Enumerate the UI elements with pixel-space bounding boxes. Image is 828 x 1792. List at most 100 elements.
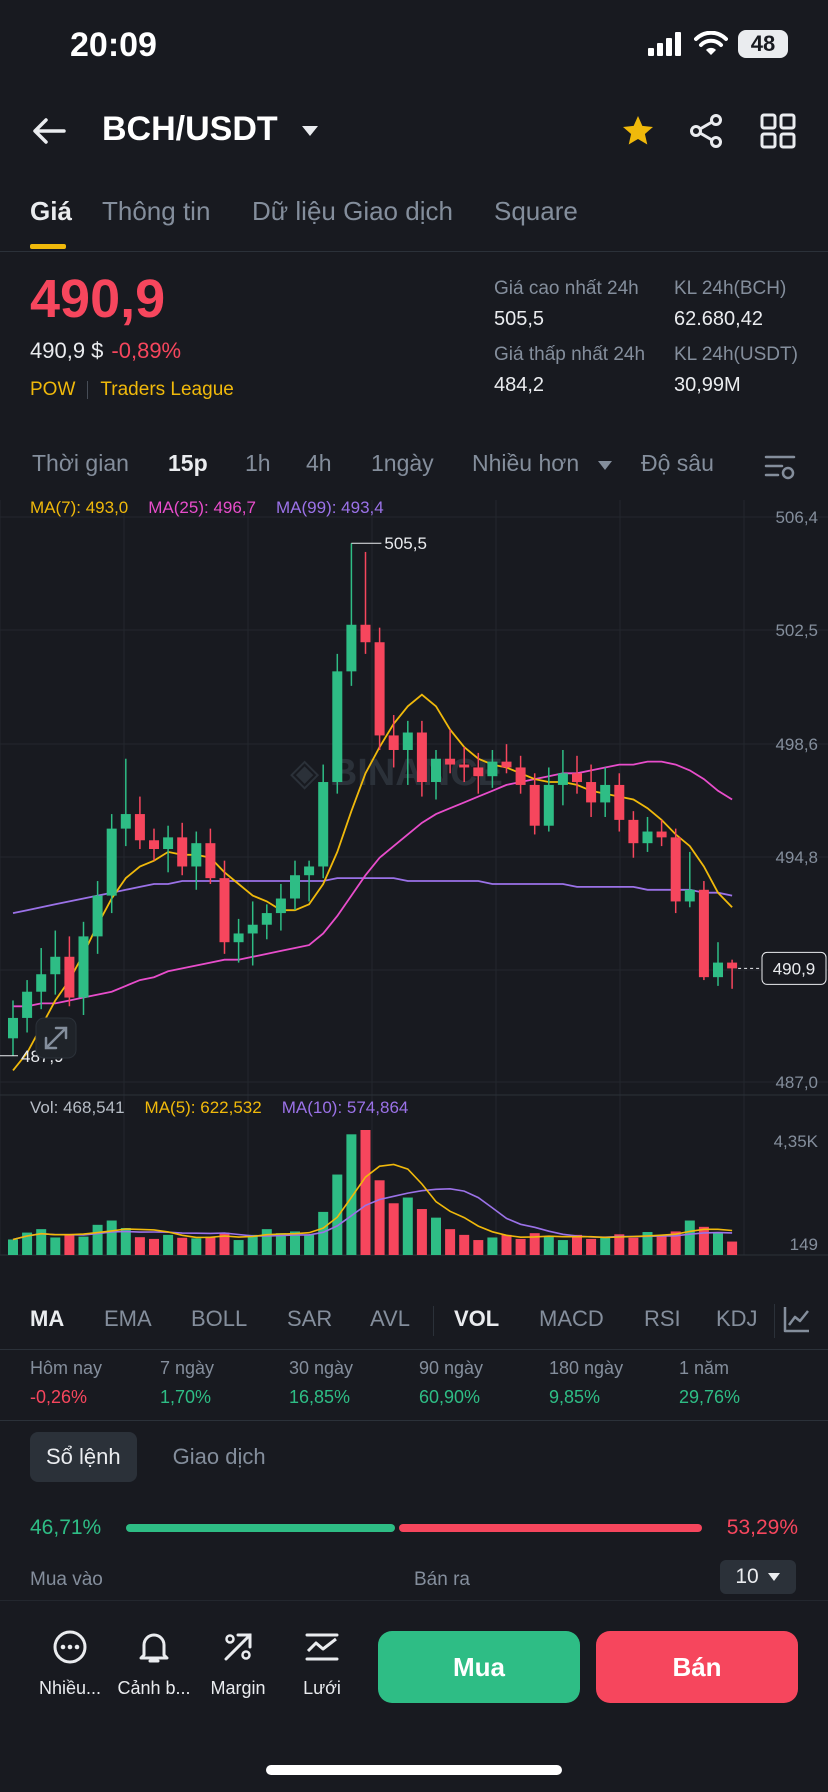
tab-info[interactable]: Thông tin bbox=[102, 196, 211, 226]
candle-body bbox=[656, 831, 667, 838]
candle-body bbox=[684, 889, 695, 902]
volume-bar bbox=[557, 1240, 568, 1255]
candle-body bbox=[727, 962, 738, 969]
ind-kdj[interactable]: KDJ bbox=[716, 1306, 758, 1331]
ind-ma[interactable]: MA bbox=[30, 1306, 65, 1331]
volume-bar bbox=[459, 1234, 470, 1255]
candle-body bbox=[416, 732, 427, 783]
battery-icon: 48 bbox=[738, 30, 788, 58]
indicator-settings-icon[interactable] bbox=[782, 1304, 812, 1334]
vol-ma5-legend: MA(5): 622,532 bbox=[144, 1098, 262, 1117]
ind-boll[interactable]: BOLL bbox=[191, 1306, 248, 1331]
candle-body bbox=[205, 843, 216, 879]
chevron-down-icon[interactable] bbox=[300, 124, 320, 138]
price-axis-label: 502,5 bbox=[775, 621, 818, 640]
more-chevron-icon[interactable] bbox=[597, 460, 613, 471]
candle-body bbox=[50, 956, 61, 975]
candle-body bbox=[487, 761, 498, 777]
price-axis-label: 494,8 bbox=[775, 848, 818, 867]
volume-bar bbox=[572, 1234, 582, 1255]
perf-value: 16,85% bbox=[289, 1387, 351, 1407]
volume-bar bbox=[332, 1174, 343, 1255]
ind-avl[interactable]: AVL bbox=[370, 1306, 410, 1331]
volume-bar bbox=[698, 1226, 709, 1255]
back-arrow-icon[interactable] bbox=[32, 116, 66, 146]
last-price-label: 490,9 bbox=[773, 959, 816, 978]
home-indicator bbox=[266, 1765, 562, 1775]
sell-ratio-bar bbox=[399, 1524, 702, 1532]
chart-settings-icon[interactable] bbox=[764, 452, 796, 482]
ind-sar[interactable]: SAR bbox=[287, 1306, 333, 1331]
buy-button[interactable]: Mua bbox=[378, 1631, 580, 1703]
depth-value: 10 bbox=[735, 1565, 759, 1588]
volume-bar bbox=[92, 1224, 103, 1255]
interval-more[interactable]: Nhiều hơn bbox=[472, 450, 580, 476]
tag-pow[interactable]: POW bbox=[30, 379, 76, 400]
tab-price[interactable]: Giá bbox=[30, 196, 72, 226]
volume-bar bbox=[247, 1234, 258, 1255]
depth-select[interactable]: 10 bbox=[720, 1560, 796, 1594]
interval-1h[interactable]: 1h bbox=[245, 450, 271, 476]
candle-body bbox=[445, 758, 456, 765]
pair-title[interactable]: BCH/USDT bbox=[102, 110, 278, 148]
more-button[interactable]: Nhiều... bbox=[30, 1629, 110, 1699]
grid-bot-button[interactable]: Lưới bbox=[282, 1629, 362, 1699]
candle-body bbox=[670, 837, 681, 902]
margin-button[interactable]: Margin bbox=[198, 1629, 278, 1699]
candle-body bbox=[346, 624, 357, 672]
status-time: 20:09 bbox=[70, 26, 157, 64]
stat-low-value: 484,2 bbox=[494, 374, 545, 396]
interval-4h[interactable]: 4h bbox=[306, 450, 332, 476]
tab-trading-data[interactable]: Dữ liệu Giao dịch bbox=[252, 196, 453, 226]
volume-bar bbox=[120, 1227, 131, 1255]
grid-menu-icon[interactable] bbox=[760, 113, 796, 149]
candle-body bbox=[92, 895, 103, 937]
expand-icon bbox=[44, 1026, 68, 1050]
chevron-down-icon bbox=[767, 1573, 780, 1581]
tab-trades[interactable]: Giao dịch bbox=[172, 1444, 266, 1469]
volume-bar bbox=[191, 1238, 202, 1255]
perf-1y: 1 năm 29,76% bbox=[679, 1358, 740, 1408]
ind-rsi[interactable]: RSI bbox=[644, 1306, 681, 1331]
share-icon[interactable] bbox=[688, 113, 724, 149]
interval-15m[interactable]: 15p bbox=[168, 450, 208, 476]
sell-button[interactable]: Bán bbox=[596, 1631, 798, 1703]
candle-body bbox=[191, 843, 202, 867]
main-tabs: Giá Thông tin Dữ liệu Giao dịch Square bbox=[0, 196, 828, 252]
vol-ma10-line bbox=[12, 1187, 733, 1241]
candle-body bbox=[600, 784, 611, 803]
buy-ratio-bar bbox=[126, 1524, 396, 1532]
candle-body bbox=[134, 814, 145, 841]
volume-bar bbox=[543, 1236, 554, 1255]
candle-body bbox=[261, 913, 272, 925]
bell-icon bbox=[139, 1633, 169, 1663]
price-chart[interactable]: ◈ BINANCE 506,4502,5498,6494,8491,0487,0… bbox=[0, 460, 828, 1280]
volume-bar bbox=[22, 1232, 33, 1255]
interval-depth[interactable]: Độ sâu bbox=[641, 450, 714, 476]
perf-90d: 90 ngày 60,90% bbox=[419, 1358, 483, 1408]
candle-body bbox=[642, 831, 653, 844]
stat-low: Giá thấp nhất 24h 484,2 bbox=[494, 344, 645, 397]
orderbook-tabs: Sổ lệnh Giao dịch bbox=[30, 1432, 282, 1482]
volume-bar bbox=[445, 1229, 456, 1255]
tab-orderbook[interactable]: Sổ lệnh bbox=[30, 1432, 137, 1482]
expand-chart-button[interactable] bbox=[35, 1017, 77, 1059]
volume-axis-label: 149 bbox=[790, 1235, 818, 1254]
interval-1d[interactable]: 1ngày bbox=[371, 450, 434, 476]
buy-ratio: 46,71% bbox=[30, 1516, 102, 1539]
tab-square[interactable]: Square bbox=[494, 196, 578, 226]
tag-traders-league[interactable]: Traders League bbox=[100, 379, 234, 400]
chart-svg[interactable]: ◈ BINANCE 506,4502,5498,6494,8491,0487,0… bbox=[0, 460, 828, 1280]
perf-value: 9,85% bbox=[549, 1387, 601, 1407]
ind-ema[interactable]: EMA bbox=[104, 1306, 152, 1331]
ma25-legend: MA(25): 496,7 bbox=[148, 498, 256, 517]
perf-label: 1 năm bbox=[679, 1358, 730, 1378]
alert-button[interactable]: Cảnh b... bbox=[114, 1629, 194, 1699]
star-icon[interactable] bbox=[620, 113, 656, 149]
volume-bar bbox=[318, 1211, 329, 1255]
ind-vol[interactable]: VOL bbox=[454, 1306, 500, 1331]
interval-time[interactable]: Thời gian bbox=[32, 450, 129, 476]
perf-label: Hôm nay bbox=[30, 1358, 103, 1378]
volume-axis-label: 4,35K bbox=[774, 1132, 819, 1151]
ind-macd[interactable]: MACD bbox=[539, 1306, 604, 1331]
